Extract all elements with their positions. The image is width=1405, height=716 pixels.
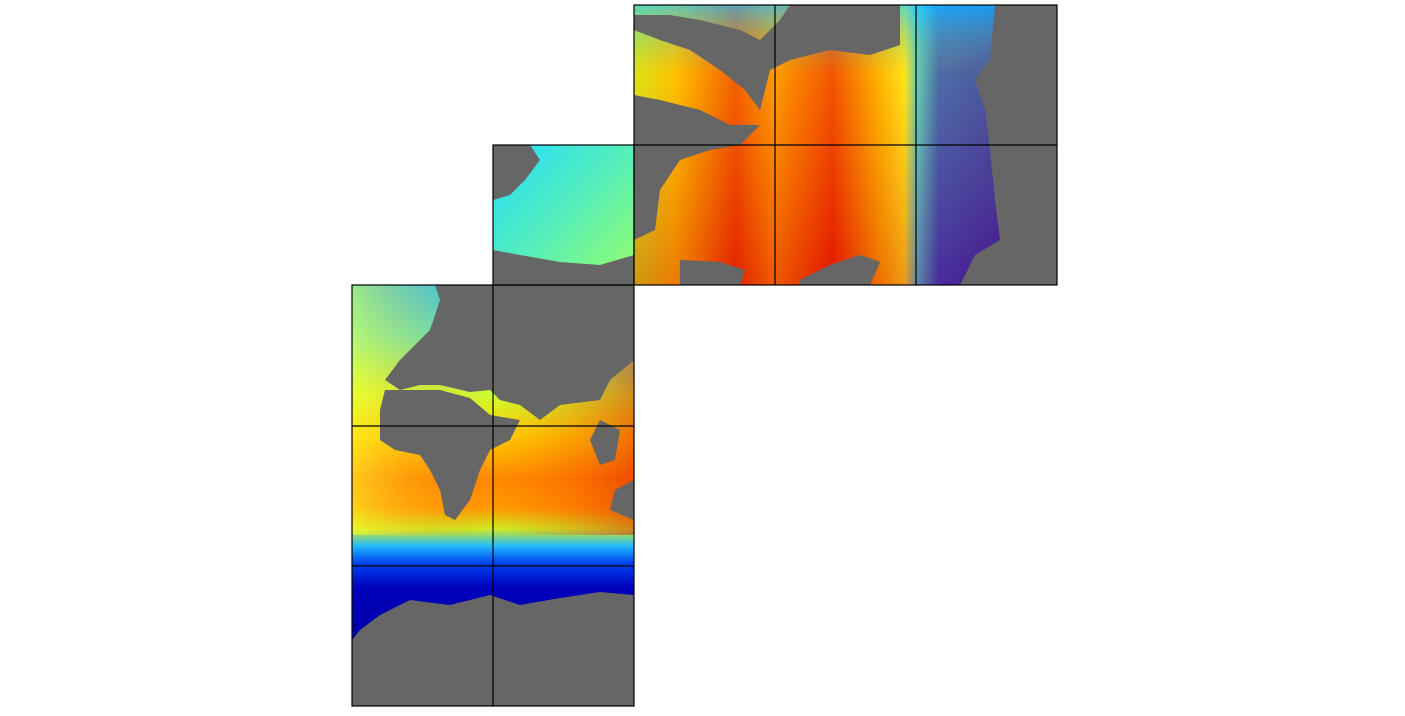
tile-middle (493, 145, 634, 285)
grid (351, 4, 1058, 707)
